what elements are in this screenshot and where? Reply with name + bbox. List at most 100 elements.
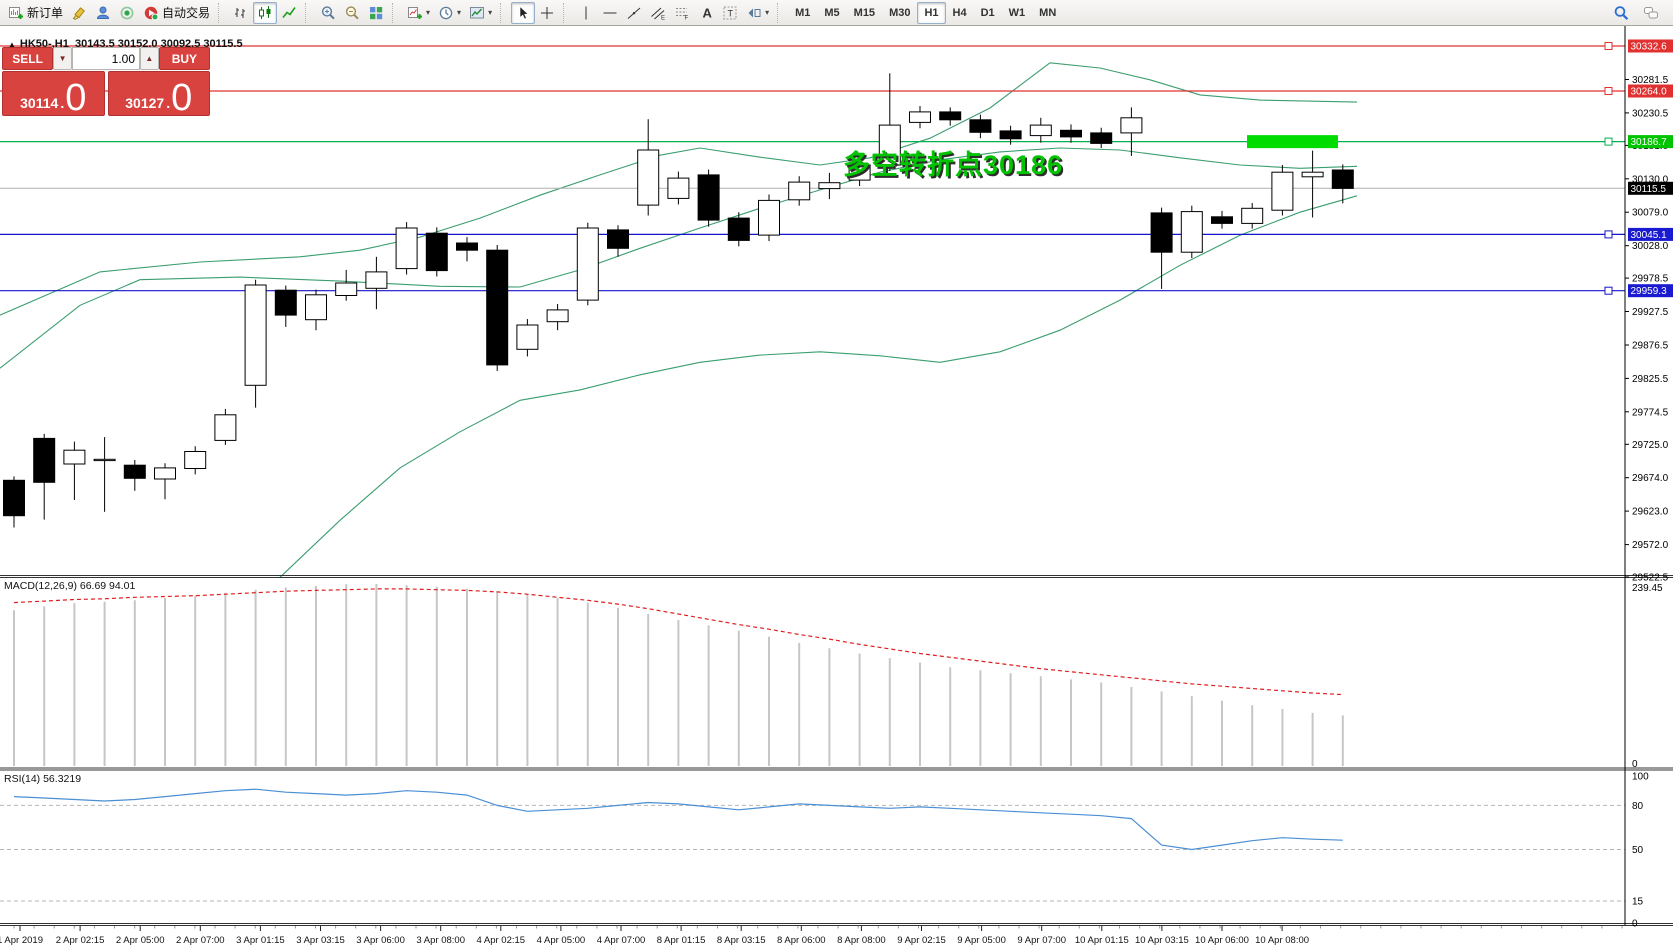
price-tick-label: 29876.5 — [1632, 341, 1669, 352]
candle-body — [637, 149, 660, 206]
time-label: 10 Apr 01:15 — [1075, 935, 1129, 946]
collapse-triangle-icon[interactable]: ▲ — [8, 40, 16, 49]
volume-increase-button[interactable]: ▲ — [140, 47, 159, 70]
rsi-scale-0: 0 — [1632, 919, 1638, 930]
timeframe-m1-button[interactable]: M1 — [795, 6, 811, 19]
candle-body — [305, 294, 327, 321]
timeframe-m5-button[interactable]: M5 — [824, 6, 840, 19]
time-label: 3 Apr 01:15 — [236, 935, 285, 946]
highlighter-button[interactable] — [67, 2, 91, 24]
time-label: 4 Apr 05:00 — [537, 935, 586, 946]
price-tag-30115.5: 30115.5 — [1631, 184, 1667, 195]
timeframe-m15-button[interactable]: M15 — [853, 6, 876, 19]
toolbar-separator — [777, 2, 785, 23]
text-button[interactable]: A — [694, 2, 718, 24]
timeframe-d1-button[interactable]: D1 — [980, 6, 995, 19]
time-label: 9 Apr 05:00 — [957, 935, 1006, 946]
timeframe-mn-button[interactable]: MN — [1039, 6, 1057, 19]
search-icon — [1614, 5, 1629, 20]
tile-windows-button[interactable] — [364, 2, 388, 24]
buy-button[interactable]: BUY — [158, 47, 210, 70]
bar-chart-button[interactable] — [229, 2, 253, 24]
dropdown-caret-icon[interactable]: ▾ — [426, 8, 431, 17]
profile-icon — [97, 6, 110, 19]
hline-handle-29959.3[interactable] — [1604, 286, 1613, 295]
channel-icon: E — [651, 7, 665, 21]
candle-body — [607, 229, 629, 249]
chat-button[interactable] — [1639, 2, 1663, 24]
signal-button[interactable] — [115, 2, 139, 24]
candlestick-chart-button[interactable] — [253, 1, 278, 24]
candle-body — [486, 249, 509, 366]
indicators-button[interactable]: ▾ — [403, 2, 434, 24]
candle-body — [1211, 216, 1233, 224]
candle-body — [516, 324, 539, 350]
candle-body — [999, 130, 1022, 140]
fibo-icon: F — [676, 7, 689, 21]
fibonacci-button[interactable]: F — [670, 2, 694, 24]
price-tag-box — [1628, 84, 1673, 98]
hline-handle-30264[interactable] — [1604, 87, 1613, 95]
toolbar-separator — [563, 2, 571, 23]
candle-body — [244, 284, 267, 386]
time-label: 10 Apr 03:15 — [1135, 935, 1189, 946]
time-label: 1 Apr 2019 — [0, 935, 43, 946]
timeframe-w1-button[interactable]: W1 — [1008, 6, 1026, 19]
shapes-icon — [748, 8, 761, 17]
dropdown-caret-icon[interactable]: ▾ — [488, 8, 493, 17]
price-tag-box — [1628, 227, 1673, 241]
candle-body — [909, 111, 931, 123]
volume-decrease-button[interactable]: ▼ — [53, 47, 72, 70]
candle-body — [546, 309, 569, 323]
time-label: 8 Apr 01:15 — [657, 935, 706, 946]
volume-input[interactable] — [72, 47, 140, 70]
candle-body — [456, 242, 478, 251]
autotrading-button[interactable]: 自动交易 — [139, 2, 214, 24]
time-label: 2 Apr 07:00 — [176, 935, 225, 946]
sell-button[interactable]: SELL — [2, 47, 54, 70]
hline-handle-30045.1[interactable] — [1604, 230, 1613, 239]
sell-price-main: 30114 — [20, 95, 59, 111]
sell-price-display[interactable]: 30114. 0 — [2, 71, 105, 117]
candle-body — [939, 111, 962, 121]
zoom-out-button[interactable] — [340, 2, 364, 24]
horizontal-line-button[interactable] — [598, 2, 622, 24]
zoom-in-button[interactable] — [316, 2, 340, 24]
new-order-button[interactable]: 新订单 — [4, 2, 67, 24]
hline-handle-30186.7[interactable] — [1604, 137, 1613, 146]
vertical-line-button[interactable] — [574, 2, 598, 24]
crosshair-button[interactable] — [535, 2, 559, 24]
toolbar-right-icons — [1609, 2, 1669, 24]
text-label-button[interactable]: T — [718, 2, 742, 24]
chart-background[interactable] — [0, 26, 1673, 948]
chart-text-annotation[interactable]: 多空转折点30186 — [843, 150, 1064, 180]
time-label: 8 Apr 03:15 — [717, 935, 766, 946]
chart-canvas[interactable]: 30281.530230.530181.030130.030079.030028… — [0, 26, 1673, 948]
candle-body — [818, 182, 841, 190]
search-button[interactable] — [1609, 2, 1633, 24]
timeframe-h4-button[interactable]: H4 — [952, 6, 967, 19]
green-rectangle-object[interactable] — [1247, 135, 1338, 149]
buy-price-main: 30127 — [125, 95, 165, 111]
trendline-button[interactable] — [622, 2, 646, 24]
price-tag-box — [1628, 284, 1673, 298]
price-tag-30045.1: 30045.1 — [1631, 230, 1668, 241]
channel-button[interactable]: E — [646, 2, 670, 24]
candle-body — [1331, 169, 1354, 189]
periods-button[interactable]: ▾ — [434, 2, 465, 24]
templates-button[interactable]: ▾ — [465, 2, 496, 24]
expert-profile-button[interactable] — [91, 2, 115, 24]
dropdown-caret-icon[interactable]: ▾ — [457, 8, 462, 17]
price-tag-30332.6: 30332.6 — [1631, 42, 1668, 53]
line-chart-button[interactable] — [277, 2, 301, 24]
timeframe-m30-button[interactable]: M30 — [889, 6, 911, 19]
dropdown-caret-icon[interactable]: ▾ — [765, 8, 770, 17]
timeframe-h1-button[interactable]: H1 — [917, 1, 946, 24]
price-tick-label: 30281.5 — [1632, 75, 1669, 86]
candle-body — [758, 199, 780, 236]
hline-handle-30332.6[interactable] — [1604, 42, 1613, 50]
cursor-button[interactable] — [511, 1, 536, 24]
macd-signal-line — [13, 588, 1343, 696]
buy-price-display[interactable]: 30127. 0 — [107, 71, 210, 117]
shapes-button[interactable]: ▾ — [742, 2, 773, 24]
